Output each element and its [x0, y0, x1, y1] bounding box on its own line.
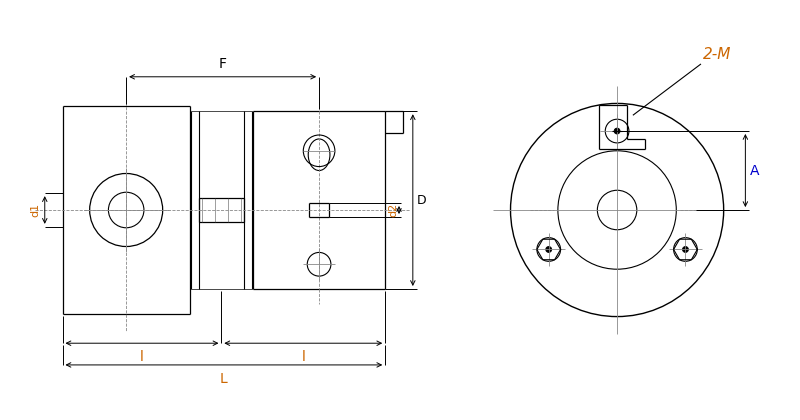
Text: F: F — [218, 57, 226, 71]
Text: l: l — [140, 350, 144, 364]
Text: d2: d2 — [388, 203, 398, 217]
Text: A: A — [750, 163, 760, 178]
Text: D: D — [417, 194, 426, 207]
Text: L: L — [220, 372, 228, 386]
Circle shape — [546, 247, 552, 252]
Text: 2-M: 2-M — [703, 47, 731, 62]
Circle shape — [614, 128, 620, 134]
Text: d1: d1 — [31, 203, 41, 217]
Circle shape — [682, 247, 689, 252]
Text: l: l — [302, 350, 306, 364]
